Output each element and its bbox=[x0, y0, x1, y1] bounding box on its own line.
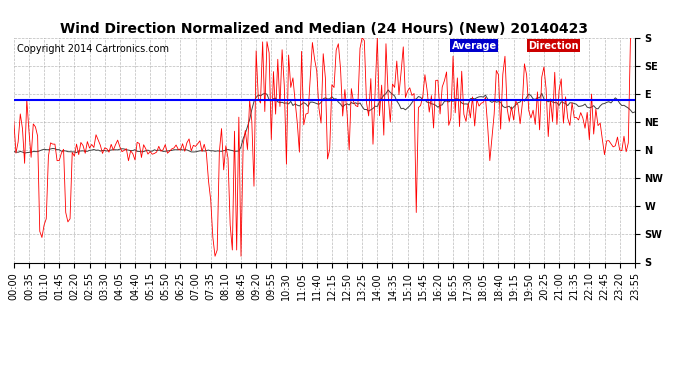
Text: Average: Average bbox=[452, 41, 497, 51]
Title: Wind Direction Normalized and Median (24 Hours) (New) 20140423: Wind Direction Normalized and Median (24… bbox=[60, 22, 589, 36]
Text: Direction: Direction bbox=[528, 41, 578, 51]
Text: Copyright 2014 Cartronics.com: Copyright 2014 Cartronics.com bbox=[17, 44, 169, 54]
